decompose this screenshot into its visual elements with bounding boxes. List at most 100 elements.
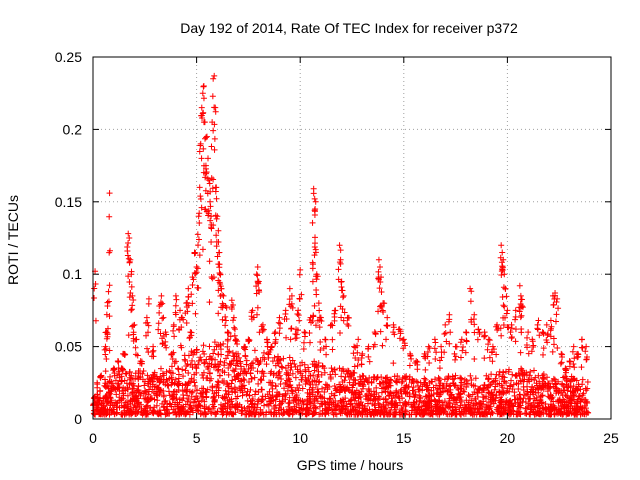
data-point	[129, 396, 136, 403]
data-point	[414, 382, 421, 389]
data-point	[497, 325, 504, 332]
data-point	[382, 396, 389, 403]
data-point	[578, 344, 585, 351]
data-point	[372, 396, 379, 403]
data-point	[215, 384, 222, 391]
data-point	[197, 411, 204, 418]
data-point	[94, 402, 101, 409]
data-point	[251, 374, 258, 381]
data-point	[242, 352, 249, 359]
data-point	[214, 367, 221, 374]
data-point	[484, 410, 491, 417]
data-point	[457, 382, 464, 389]
data-point	[108, 399, 115, 406]
data-point	[292, 374, 299, 381]
data-point	[160, 314, 167, 321]
data-point	[265, 395, 272, 402]
data-point	[378, 389, 385, 396]
data-point	[208, 355, 215, 362]
data-point	[193, 263, 200, 270]
data-point	[366, 358, 373, 365]
data-point	[340, 384, 347, 391]
data-point	[453, 410, 460, 417]
data-point	[300, 339, 307, 346]
data-point	[313, 364, 320, 371]
data-point	[436, 365, 443, 372]
data-point	[341, 387, 348, 394]
data-point	[366, 374, 373, 381]
data-point	[222, 322, 229, 329]
data-point	[198, 385, 205, 392]
data-point	[195, 213, 202, 220]
data-point	[223, 304, 230, 311]
data-point	[354, 342, 361, 349]
data-point	[572, 410, 579, 417]
data-point	[104, 398, 111, 405]
data-point	[135, 367, 142, 374]
data-point	[456, 408, 463, 415]
data-point	[524, 334, 531, 341]
data-point	[300, 346, 307, 353]
data-point	[303, 405, 310, 412]
data-point	[296, 295, 303, 302]
data-point	[246, 379, 252, 386]
data-point	[316, 307, 323, 314]
data-point	[444, 403, 451, 410]
data-point	[523, 390, 530, 397]
data-point	[554, 344, 561, 351]
data-point	[444, 375, 451, 382]
data-point	[503, 293, 510, 300]
data-point	[297, 411, 304, 418]
data-point	[191, 250, 198, 257]
data-point	[491, 386, 498, 393]
data-point	[119, 387, 126, 394]
data-point	[287, 336, 294, 343]
data-point	[119, 366, 126, 373]
data-point	[226, 396, 233, 403]
data-point	[378, 288, 385, 295]
data-point	[431, 345, 438, 352]
data-point	[574, 387, 581, 394]
data-point	[263, 361, 270, 368]
data-point	[349, 402, 356, 409]
data-point	[179, 366, 186, 373]
data-point	[579, 392, 586, 399]
data-point	[397, 408, 404, 415]
data-points	[90, 72, 592, 418]
data-point	[314, 388, 321, 395]
data-point	[481, 355, 488, 362]
data-point	[456, 391, 463, 398]
data-point	[428, 392, 435, 399]
data-point	[163, 411, 170, 418]
data-point	[471, 411, 478, 418]
data-point	[302, 374, 309, 381]
data-point	[228, 297, 235, 304]
data-point	[131, 382, 138, 389]
data-point	[223, 390, 230, 397]
data-point	[352, 377, 359, 384]
data-point	[206, 180, 213, 187]
data-point	[171, 333, 178, 340]
data-point	[507, 329, 514, 336]
data-point	[345, 314, 352, 321]
data-point	[106, 213, 113, 220]
data-point	[476, 331, 483, 338]
data-point	[248, 313, 255, 320]
data-point	[289, 390, 296, 397]
data-point	[144, 345, 151, 352]
data-point	[460, 404, 467, 411]
data-point	[536, 411, 543, 418]
data-point	[433, 349, 440, 356]
data-point	[499, 264, 506, 271]
data-point	[217, 346, 224, 353]
data-point	[128, 271, 135, 278]
data-point	[130, 297, 137, 304]
data-point	[578, 336, 585, 343]
data-point	[572, 409, 579, 416]
data-point	[318, 371, 325, 378]
data-point	[401, 340, 408, 347]
data-point	[219, 291, 226, 298]
data-point	[340, 292, 347, 299]
data-point	[174, 365, 181, 372]
data-point	[288, 364, 295, 371]
